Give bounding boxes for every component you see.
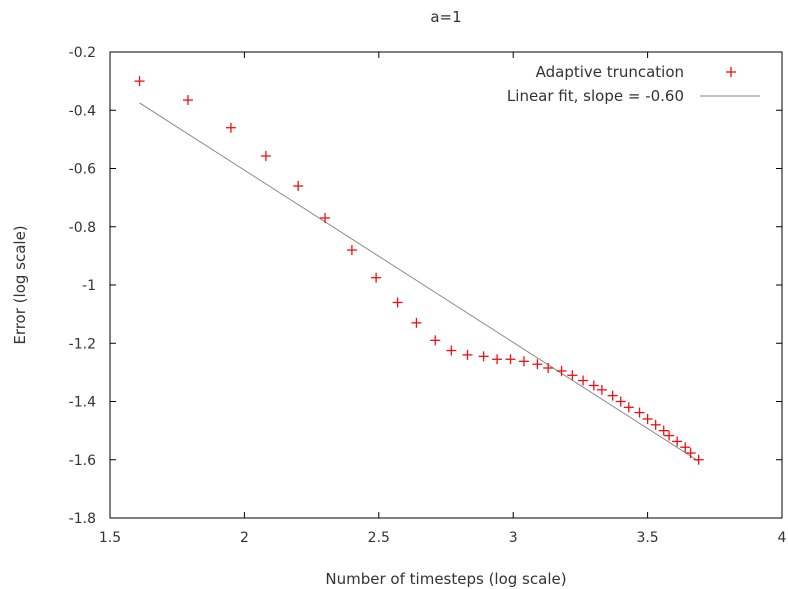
data-point [578,375,589,386]
y-tick-label: -1.2 [69,336,96,352]
data-point [680,442,691,453]
data-point [293,180,304,191]
x-tick-label: 3.5 [636,530,658,546]
data-point [672,436,683,447]
data-point [225,122,236,133]
data-point [346,245,357,256]
data-point [615,396,626,407]
data-point [518,356,529,367]
y-tick-label: -0.4 [69,103,96,119]
x-axis: 1.5 2 2.5 3 3.5 4 [99,52,787,546]
data-point [411,317,422,328]
y-tick-label: -1.4 [69,395,96,411]
data-point [634,407,645,418]
x-tick-label: 2.5 [368,530,390,546]
y-axis-title: Error (log scale) [11,225,29,344]
data-point [430,335,441,346]
data-point [685,448,696,459]
data-point [478,351,489,362]
data-point [642,413,653,424]
x-tick-label: 1.5 [99,530,121,546]
data-point [658,425,669,436]
data-point [664,430,675,441]
data-point [607,390,618,401]
data-point [392,297,403,308]
data-point [567,370,578,381]
legend-marker-adaptive-truncation [726,67,736,77]
data-point [596,384,607,395]
data-point [260,150,271,161]
data-point [556,365,567,376]
data-point [446,345,457,356]
data-point [134,76,145,87]
legend-label-adaptive-truncation: Adaptive truncation [536,63,684,81]
data-point [543,363,554,374]
legend: Adaptive truncation Linear fit, slope = … [507,63,760,105]
plot-area-frame [109,51,783,519]
data-point [650,419,661,430]
data-point [588,380,599,391]
x-axis-title: Number of timesteps (log scale) [325,570,566,588]
y-axis: -1.8 -1.6 -1.4 -1.2 -1 -0.8 -0.6 -0.4 -0.2 [69,45,782,527]
data-point [371,272,382,283]
x-tick-label: 3 [509,530,518,546]
linear-fit-line [139,102,699,462]
legend-label-linear-fit: Linear fit, slope = -0.60 [507,87,684,105]
data-point [462,349,473,360]
y-tick-label: -1.8 [69,511,96,527]
y-tick-label: -1 [82,278,96,294]
y-tick-label: -0.8 [69,220,96,236]
data-point [693,454,704,465]
linear-fit-series [139,102,699,462]
x-tick-label: 4 [778,530,787,546]
data-point [505,354,516,365]
data-point [182,95,193,106]
y-tick-label: -1.6 [69,453,96,469]
x-tick-label: 2 [240,530,249,546]
data-point [532,359,543,370]
y-tick-label: -0.6 [69,162,96,178]
data-point [492,354,503,365]
y-tick-label: -0.2 [69,45,96,61]
data-point [623,402,634,413]
data-point [320,213,331,224]
chart-title: a=1 [430,8,461,26]
adaptive-truncation-series [134,76,704,465]
